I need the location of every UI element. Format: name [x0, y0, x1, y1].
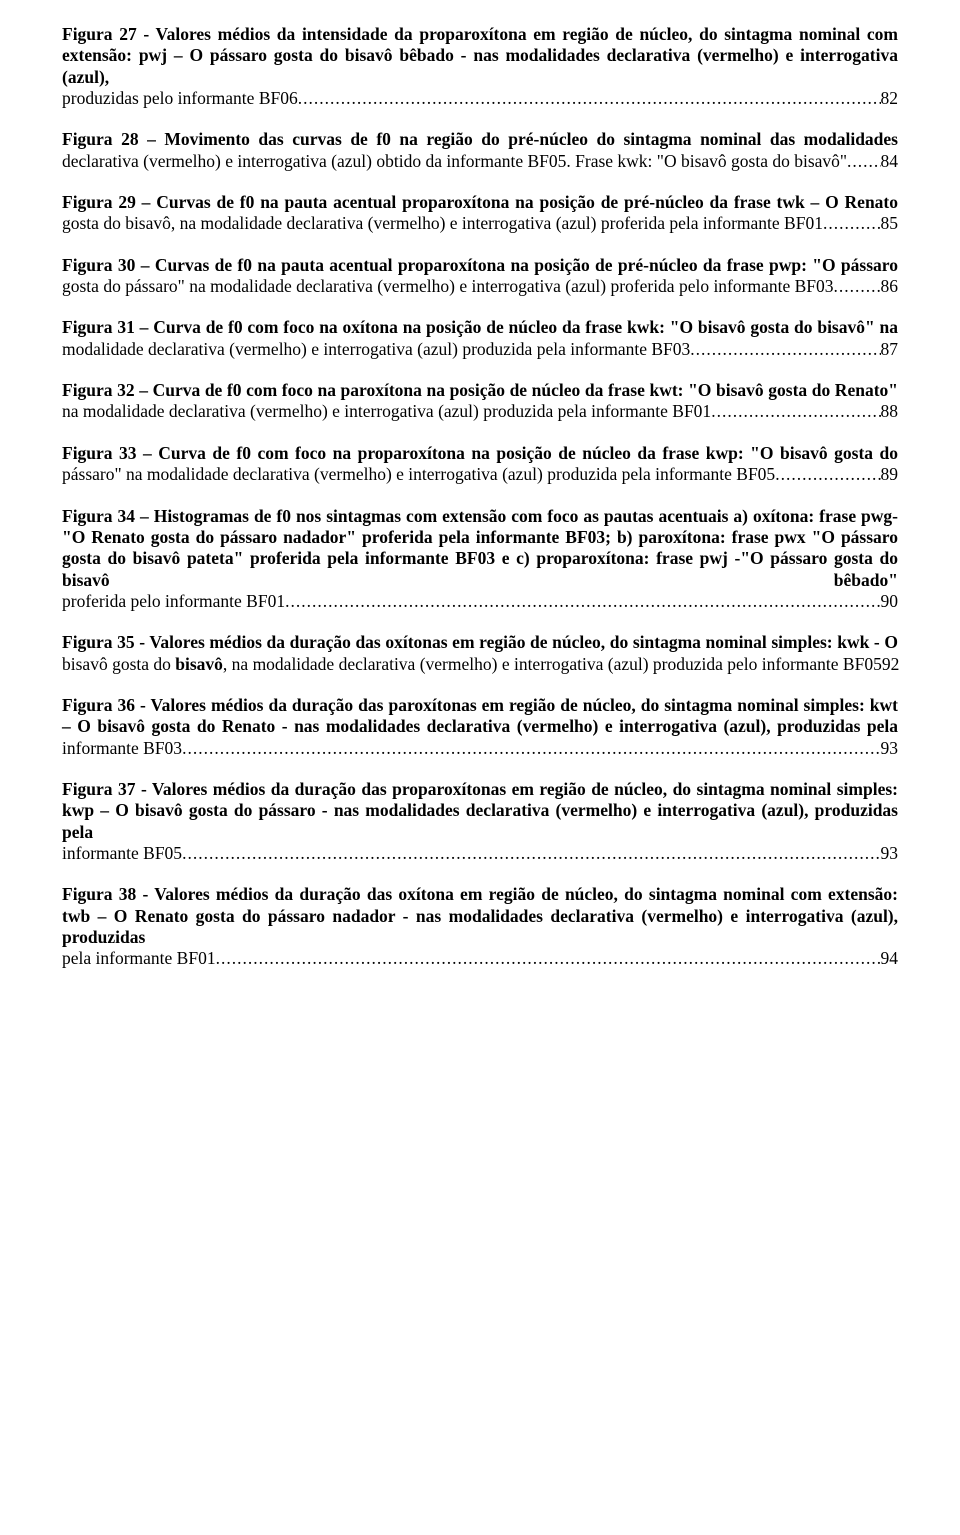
figure-entry-lastline: modalidade declarativa (vermelho) e inte… — [62, 339, 898, 360]
figure-entry-lastline: bisavô gosta do bisavô, na modalidade de… — [62, 654, 898, 675]
figure-entry-tail: modalidade declarativa (vermelho) e inte… — [62, 339, 690, 360]
figure-entry-text: Figura 38 - Valores médios da duração da… — [62, 884, 898, 948]
leader-dots — [298, 88, 881, 109]
leader-dots — [690, 339, 880, 360]
figure-entry-tail: gosta do bisavô, na modalidade declarati… — [62, 213, 823, 234]
figure-entry-tail: pela informante BF01 — [62, 948, 216, 969]
leader-dots — [285, 591, 880, 612]
figure-entry-lastline: declarativa (vermelho) e interrogativa (… — [62, 151, 898, 172]
leader-dots — [847, 151, 880, 172]
leader-dots — [823, 213, 881, 234]
figure-entry-lastline: informante BF05 93 — [62, 843, 898, 864]
figure-entry-tail: bisavô gosta do bisavô, na modalidade de… — [62, 654, 882, 675]
figure-entry: Figura 27 - Valores médios da intensidad… — [62, 24, 898, 109]
figure-entry-text: Figura 35 - Valores médios da duração da… — [62, 632, 898, 653]
figure-entry-text: Figura 30 – Curvas de f0 na pauta acentu… — [62, 255, 898, 276]
page-number: 82 — [881, 88, 899, 109]
figure-entry-text: Figura 37 - Valores médios da duração da… — [62, 779, 898, 843]
figure-entry-lastline: produzidas pelo informante BF06 82 — [62, 88, 898, 109]
figure-entry-tail: gosta do pássaro" na modalidade declarat… — [62, 276, 834, 297]
figure-entry-lastline: gosta do pássaro" na modalidade declarat… — [62, 276, 898, 297]
figure-entry-tail: produzidas pelo informante BF06 — [62, 88, 298, 109]
figure-entry-lastline: pássaro" na modalidade declarativa (verm… — [62, 464, 898, 485]
page-number: 89 — [881, 464, 899, 485]
page-number: 87 — [881, 339, 899, 360]
figure-entry: Figura 29 – Curvas de f0 na pauta acentu… — [62, 192, 898, 235]
page-number: 86 — [881, 276, 899, 297]
figure-entry: Figura 36 - Valores médios da duração da… — [62, 695, 898, 759]
figure-entry: Figura 34 – Histogramas de f0 nos sintag… — [62, 506, 898, 613]
leader-dots — [216, 948, 881, 969]
figure-entry-text: Figura 29 – Curvas de f0 na pauta acentu… — [62, 192, 898, 213]
page-number: 93 — [881, 843, 899, 864]
figure-entry-text: Figura 33 – Curva de f0 com foco na prop… — [62, 443, 898, 464]
figure-entry: Figura 33 – Curva de f0 com foco na prop… — [62, 443, 898, 486]
page-number: 85 — [881, 213, 899, 234]
figure-entry-tail: declarativa (vermelho) e interrogativa (… — [62, 151, 847, 172]
figure-entry-text: Figura 34 – Histogramas de f0 nos sintag… — [62, 506, 898, 591]
page-number: 94 — [881, 948, 899, 969]
figure-entry-text: Figura 27 - Valores médios da intensidad… — [62, 24, 898, 88]
figure-entry-tail: pássaro" na modalidade declarativa (verm… — [62, 464, 775, 485]
figure-entry-text: Figura 36 - Valores médios da duração da… — [62, 695, 898, 738]
figure-entry-lastline: proferida pelo informante BF01 90 — [62, 591, 898, 612]
leader-dots — [775, 464, 880, 485]
figure-entry-lastline: gosta do bisavô, na modalidade declarati… — [62, 213, 898, 234]
page-number: 90 — [881, 591, 899, 612]
figure-entry: Figura 37 - Valores médios da duração da… — [62, 779, 898, 864]
figure-list: Figura 27 - Valores médios da intensidad… — [62, 24, 898, 970]
figure-entry-tail: na modalidade declarativa (vermelho) e i… — [62, 401, 711, 422]
leader-dots — [711, 401, 880, 422]
figure-entry-text: Figura 31 – Curva de f0 com foco na oxít… — [62, 317, 898, 338]
figure-entry-tail: informante BF03 — [62, 738, 182, 759]
page-number: 88 — [881, 401, 899, 422]
page-number: 84 — [881, 151, 899, 172]
leader-dots — [182, 843, 880, 864]
figure-entry-text: Figura 32 – Curva de f0 com foco na paro… — [62, 380, 898, 401]
figure-entry: Figura 32 – Curva de f0 com foco na paro… — [62, 380, 898, 423]
leader-dots — [834, 276, 881, 297]
leader-dots — [182, 738, 880, 759]
figure-entry-tail: informante BF05 — [62, 843, 182, 864]
figure-entry-lastline: pela informante BF01 94 — [62, 948, 898, 969]
page-number: 93 — [881, 738, 899, 759]
figure-entry: Figura 38 - Valores médios da duração da… — [62, 884, 898, 969]
figure-entry: Figura 30 – Curvas de f0 na pauta acentu… — [62, 255, 898, 298]
page-number: 92 — [882, 654, 900, 675]
figure-entry: Figura 28 – Movimento das curvas de f0 n… — [62, 129, 898, 172]
figure-entry: Figura 31 – Curva de f0 com foco na oxít… — [62, 317, 898, 360]
figure-entry-tail: proferida pelo informante BF01 — [62, 591, 285, 612]
figure-entry: Figura 35 - Valores médios da duração da… — [62, 632, 898, 675]
figure-entry-lastline: informante BF03 93 — [62, 738, 898, 759]
figure-entry-lastline: na modalidade declarativa (vermelho) e i… — [62, 401, 898, 422]
figure-entry-text: Figura 28 – Movimento das curvas de f0 n… — [62, 129, 898, 150]
